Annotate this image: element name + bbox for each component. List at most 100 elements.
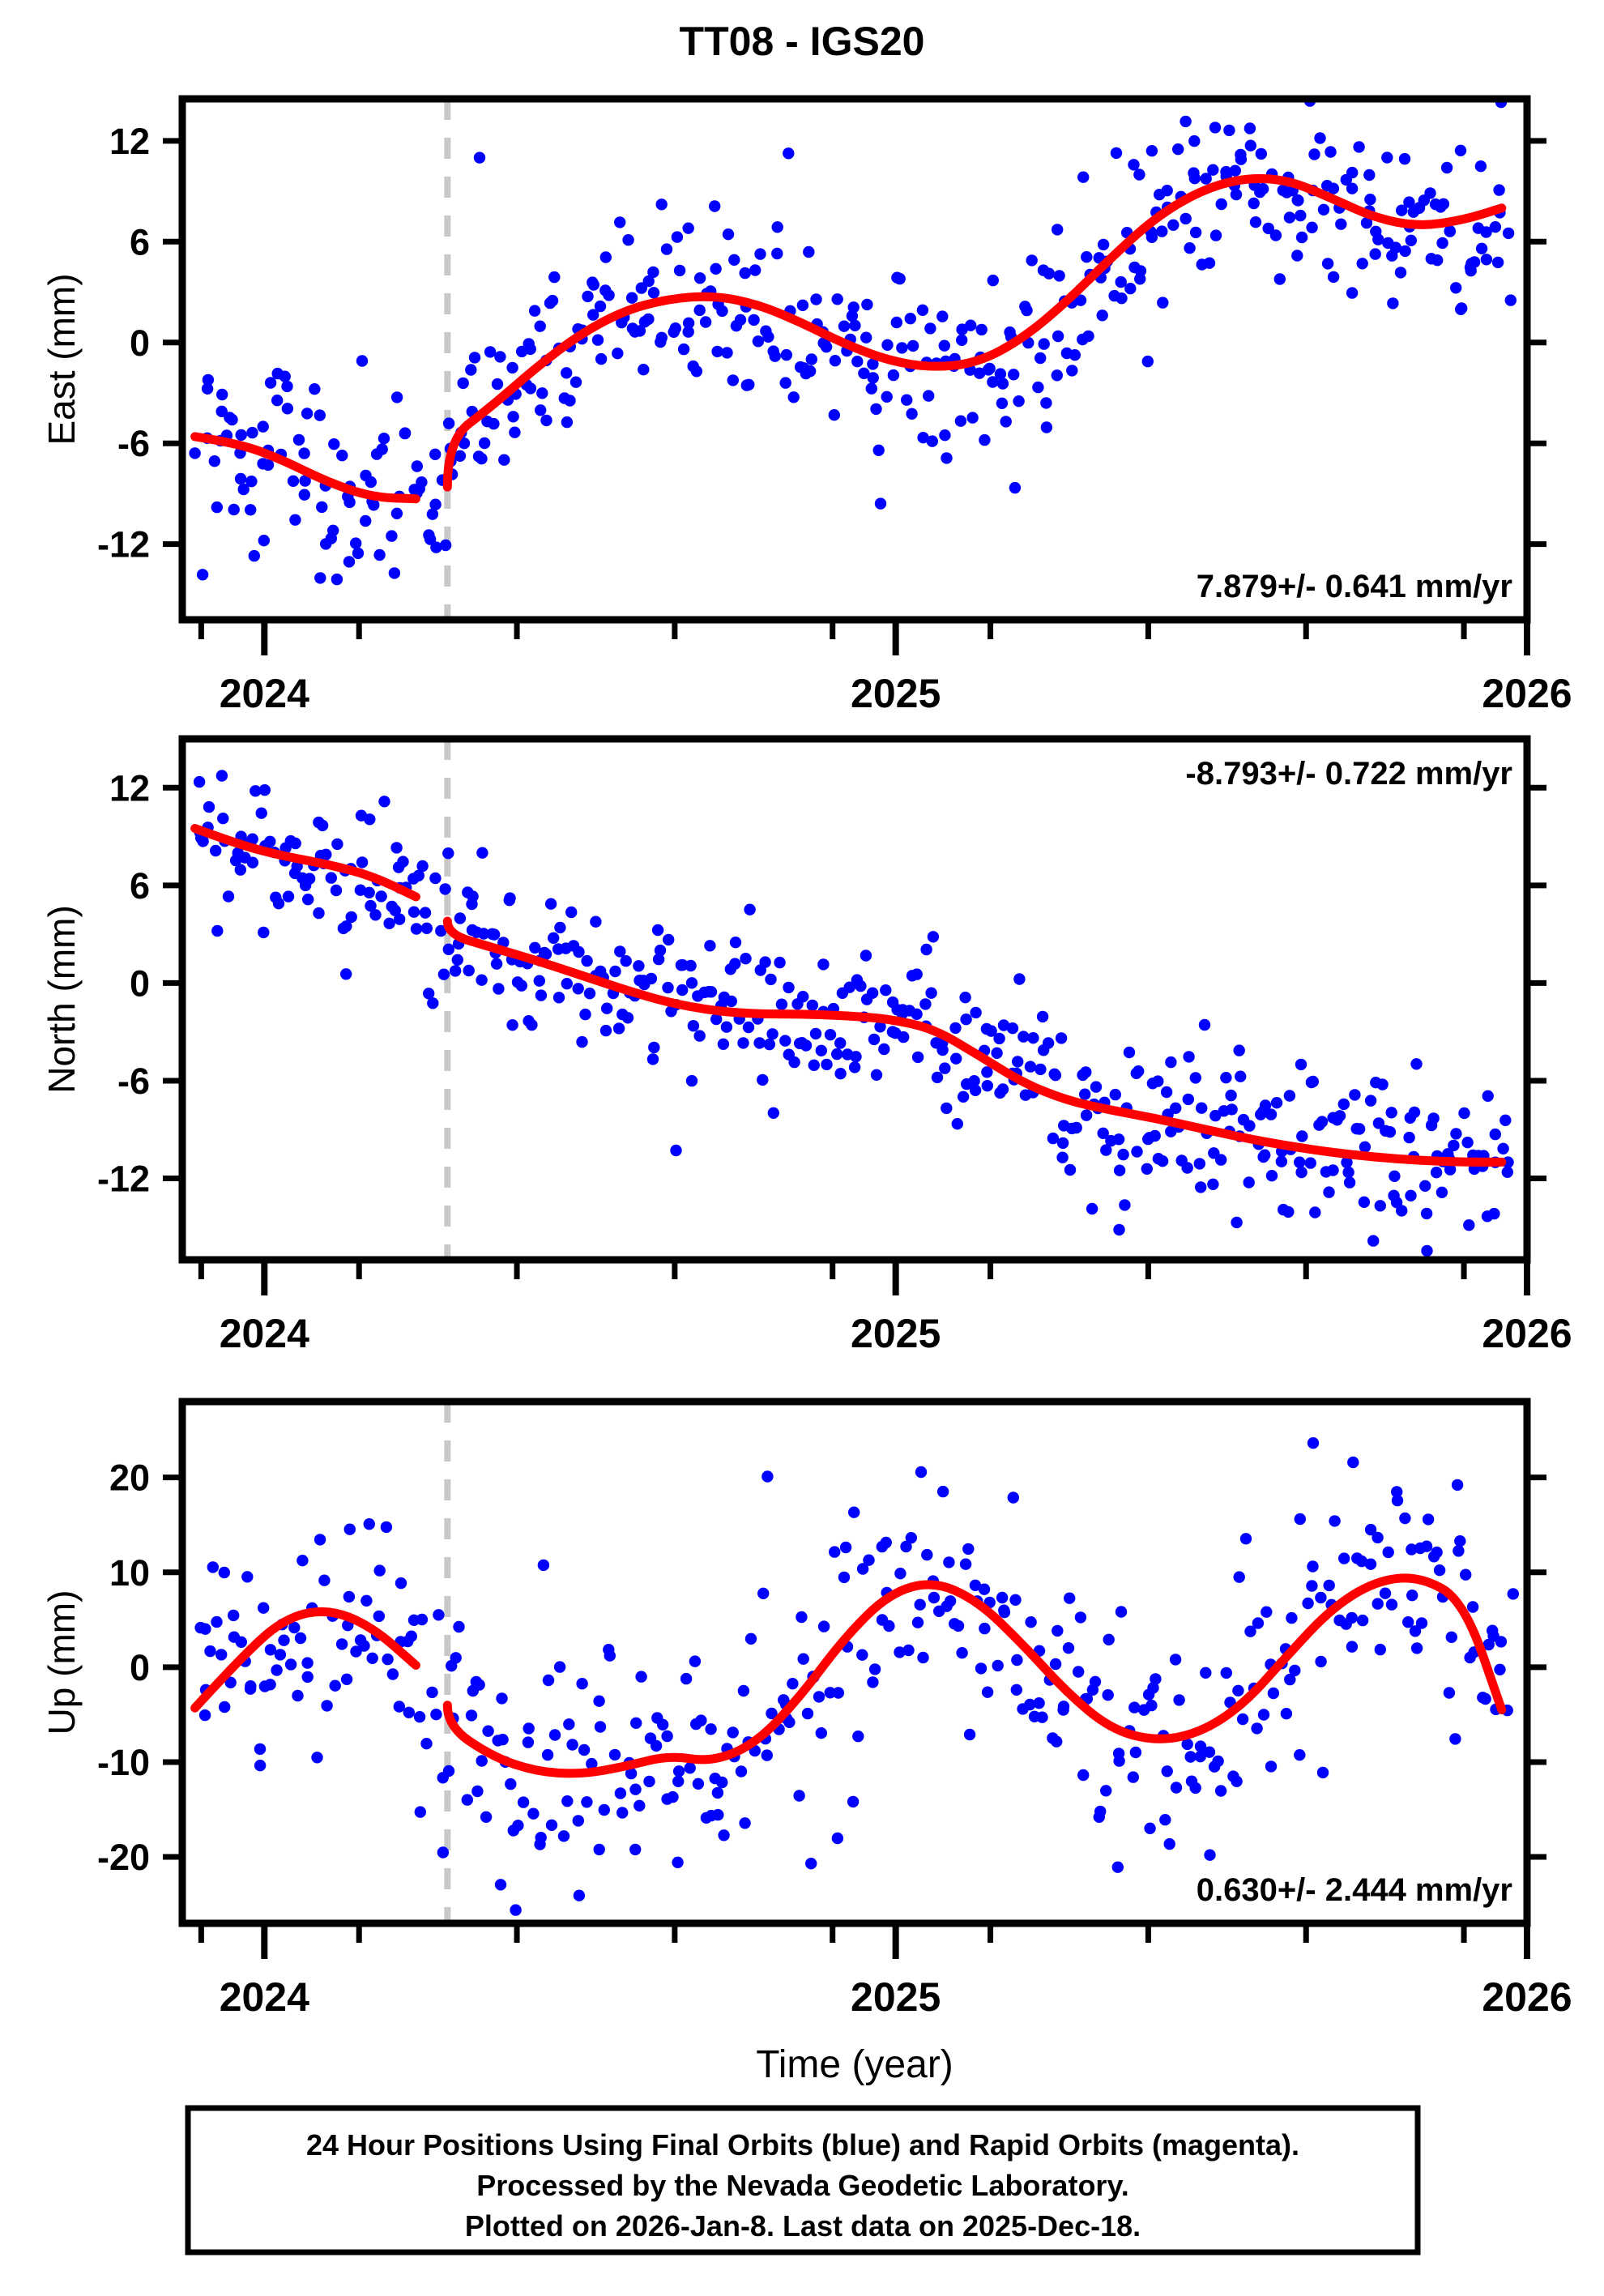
data-point bbox=[1415, 1617, 1428, 1629]
data-point bbox=[821, 1058, 833, 1071]
data-point bbox=[1267, 1687, 1280, 1700]
data-point bbox=[1034, 1063, 1047, 1076]
data-point bbox=[399, 427, 411, 440]
data-point bbox=[1073, 1666, 1085, 1678]
data-point bbox=[369, 909, 382, 921]
data-point bbox=[739, 1817, 751, 1829]
rate-annotation-north: -8.793+/- 0.722 mm/yr bbox=[1185, 756, 1512, 792]
panel-north: 12 6 0 -6 -12 2024 2025 2026 North (mm) -8.793+/-… bbox=[41, 735, 1572, 1356]
data-point bbox=[805, 353, 817, 365]
data-point bbox=[1128, 1701, 1141, 1713]
data-point bbox=[957, 1090, 970, 1103]
data-point bbox=[1203, 1746, 1216, 1758]
data-point bbox=[542, 1674, 555, 1687]
data-point bbox=[1077, 1769, 1090, 1782]
data-point bbox=[1131, 1146, 1143, 1158]
data-point bbox=[780, 348, 792, 361]
data-point bbox=[1292, 194, 1304, 207]
data-point bbox=[1356, 1614, 1369, 1627]
data-point bbox=[650, 1739, 663, 1752]
data-point bbox=[476, 974, 488, 986]
data-point bbox=[245, 476, 258, 488]
model-fit-curve-up-seg1 bbox=[442, 1573, 1507, 1778]
data-point bbox=[655, 198, 668, 211]
data-point bbox=[553, 1661, 566, 1673]
ytick-label-up-2: 0 bbox=[130, 1647, 150, 1688]
data-point bbox=[1502, 227, 1515, 240]
data-point bbox=[1115, 275, 1127, 288]
data-point bbox=[1454, 144, 1467, 156]
data-point bbox=[316, 501, 328, 514]
data-point bbox=[537, 1559, 550, 1572]
data-point bbox=[450, 1652, 462, 1664]
data-point bbox=[552, 992, 565, 1004]
data-point bbox=[386, 1668, 399, 1680]
data-point bbox=[907, 339, 919, 352]
data-point bbox=[563, 1718, 575, 1731]
data-point bbox=[1327, 1164, 1339, 1176]
data-point bbox=[284, 1658, 297, 1671]
data-point bbox=[457, 377, 469, 390]
data-point bbox=[458, 437, 471, 450]
data-point bbox=[987, 376, 999, 388]
data-point bbox=[582, 290, 594, 303]
data-point bbox=[216, 388, 228, 401]
data-point bbox=[1403, 196, 1415, 208]
data-point bbox=[601, 1002, 613, 1014]
data-point bbox=[587, 309, 599, 321]
data-point bbox=[831, 293, 843, 305]
data-point bbox=[350, 537, 362, 549]
data-point bbox=[1372, 1531, 1384, 1544]
data-point bbox=[1443, 1687, 1456, 1699]
data-point bbox=[292, 433, 305, 446]
data-point bbox=[831, 1832, 844, 1845]
data-point bbox=[1398, 152, 1411, 165]
data-point bbox=[302, 894, 314, 906]
data-point bbox=[1042, 1037, 1055, 1049]
data-point bbox=[1209, 1109, 1222, 1122]
data-point bbox=[709, 200, 721, 212]
data-point bbox=[313, 907, 325, 920]
data-point bbox=[1235, 148, 1247, 161]
data-point bbox=[1346, 166, 1359, 179]
data-point bbox=[211, 501, 223, 514]
data-point bbox=[682, 326, 694, 338]
data-point bbox=[1152, 1075, 1164, 1087]
plot-frame-north bbox=[178, 735, 1531, 1264]
data-point bbox=[1317, 203, 1330, 216]
data-point bbox=[1331, 1114, 1343, 1126]
data-point bbox=[852, 1731, 864, 1743]
data-point bbox=[594, 1721, 607, 1733]
data-point bbox=[648, 1041, 660, 1054]
data-point bbox=[390, 507, 403, 519]
data-point bbox=[360, 514, 372, 527]
data-point bbox=[1284, 1673, 1296, 1686]
data-point bbox=[748, 314, 760, 326]
data-point bbox=[235, 429, 247, 442]
data-point bbox=[587, 279, 599, 291]
data-point bbox=[442, 1765, 455, 1777]
data-point bbox=[1283, 1090, 1296, 1102]
data-point bbox=[925, 987, 937, 999]
xtick-label-up-1: 2025 bbox=[851, 1974, 941, 2020]
data-point bbox=[1464, 1651, 1476, 1664]
data-point bbox=[390, 842, 403, 854]
data-point bbox=[1214, 1785, 1227, 1797]
data-point bbox=[682, 317, 695, 329]
data-point bbox=[1294, 1749, 1306, 1761]
data-point bbox=[662, 981, 674, 994]
data-point bbox=[1128, 159, 1140, 171]
data-point bbox=[711, 1786, 724, 1799]
data-point bbox=[788, 1056, 800, 1069]
data-point bbox=[612, 348, 624, 360]
data-point bbox=[916, 304, 929, 316]
data-point bbox=[931, 1071, 944, 1084]
data-point bbox=[228, 1609, 240, 1622]
data-point bbox=[951, 1118, 964, 1130]
data-point bbox=[1215, 198, 1227, 211]
data-point bbox=[1181, 1738, 1193, 1751]
ytick-label-up-4: -20 bbox=[97, 1837, 150, 1878]
data-point bbox=[928, 1591, 941, 1604]
data-point bbox=[414, 1806, 426, 1818]
data-point bbox=[274, 1649, 287, 1661]
